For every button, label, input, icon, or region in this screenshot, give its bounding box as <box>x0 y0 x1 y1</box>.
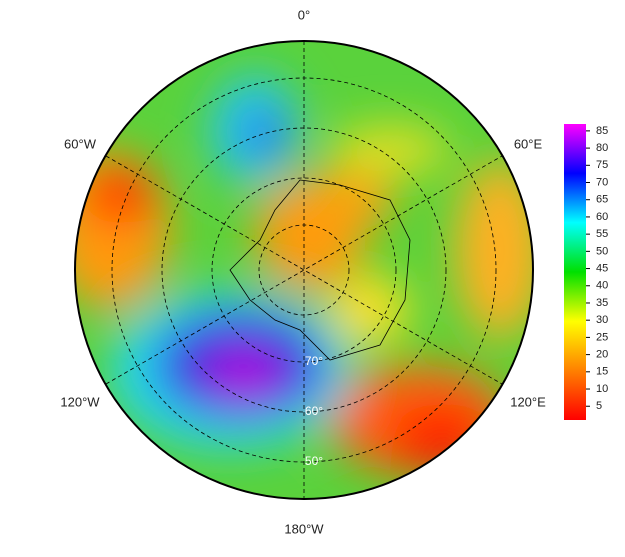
coastline <box>229 179 411 361</box>
colorbar-tick-label: 20 <box>596 349 608 361</box>
colorbar-tick-label: 65 <box>596 194 608 206</box>
colorbar-tick-label: 10 <box>596 383 608 395</box>
heatmap <box>75 41 533 499</box>
colorbar-tick-label: 25 <box>596 331 608 343</box>
colorbar-tick-label: 45 <box>596 262 608 274</box>
longitude-label: 180°W <box>284 521 324 536</box>
colorbar-tick-label: 75 <box>596 159 608 171</box>
longitude-label: 120°W <box>60 394 100 409</box>
colorbar-tick-label: 80 <box>596 142 608 154</box>
colorbar-tick-label: 5 <box>596 400 602 412</box>
longitude-label: 60°E <box>514 136 543 151</box>
colorbar-tick-label: 55 <box>596 228 608 240</box>
colorbar-tick-label: 35 <box>596 297 608 309</box>
colorbar-tick-label: 15 <box>596 366 608 378</box>
latitude-label: 60° <box>305 404 323 418</box>
longitude-label: 0° <box>298 7 310 22</box>
latitude-label: 70° <box>305 354 323 368</box>
colorbar-tick-label: 70 <box>596 176 608 188</box>
longitude-label: 60°W <box>64 136 97 151</box>
colorbar-tick-label: 85 <box>596 125 608 137</box>
graticule <box>105 41 503 499</box>
longitude-label: 120°E <box>510 394 546 409</box>
latitude-label: 50° <box>305 454 323 468</box>
colorbar-tick-label: 30 <box>596 314 608 326</box>
colorbar <box>564 124 586 420</box>
map-border <box>74 40 534 500</box>
colorbar-tick-label: 50 <box>596 245 608 257</box>
colorbar-tick-label: 60 <box>596 211 608 223</box>
colorbar-tick-label: 40 <box>596 280 608 292</box>
